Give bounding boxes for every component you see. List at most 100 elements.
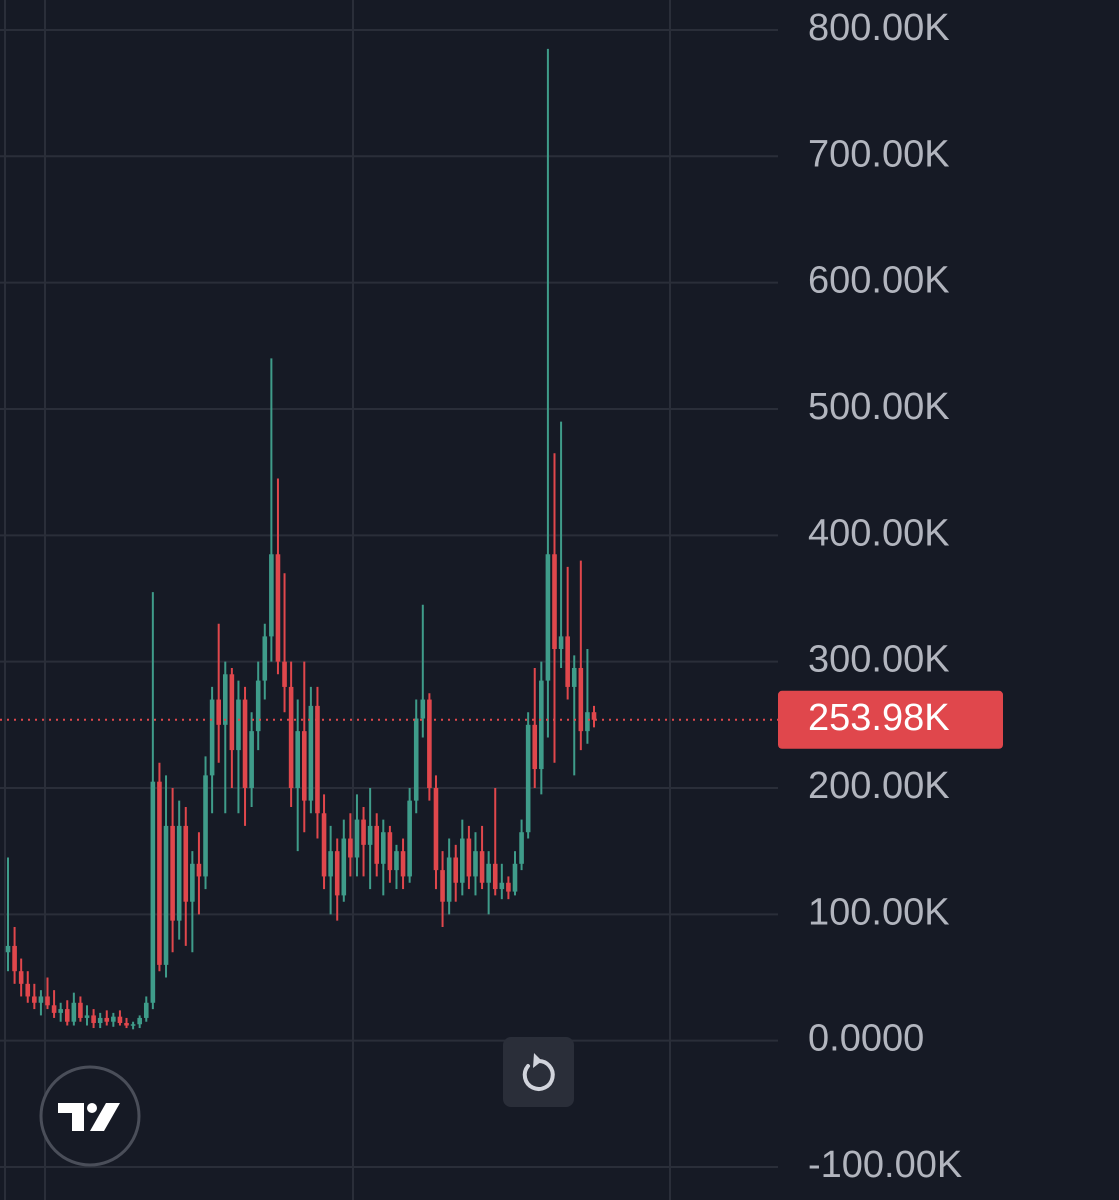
candle-body — [545, 554, 551, 681]
candle-body — [334, 851, 340, 896]
candle-body — [124, 1022, 129, 1026]
candle-body — [519, 832, 524, 864]
candle-body — [5, 945, 11, 953]
candle-body — [38, 996, 44, 1003]
candle-body — [222, 674, 228, 725]
candle-body — [381, 832, 386, 864]
candle-body — [512, 863, 518, 892]
y-tick-label: 500.00K — [808, 386, 950, 428]
candle-body — [157, 781, 162, 965]
candle-body — [78, 1002, 83, 1018]
candle-body — [196, 863, 202, 877]
candle-body — [578, 667, 584, 732]
candle-body — [25, 983, 31, 997]
candle-body — [255, 680, 261, 732]
candle-body — [479, 851, 485, 883]
candle-body — [111, 1016, 116, 1022]
candle-body — [407, 800, 412, 877]
candle-body — [400, 851, 406, 877]
candle-body — [473, 851, 478, 877]
y-tick-label: -100.00K — [808, 1144, 962, 1186]
time-grid — [4, 0, 671, 1200]
candle-body — [525, 724, 531, 833]
candle-body — [242, 699, 248, 788]
candle-body — [591, 712, 597, 720]
candle-body — [64, 1009, 70, 1022]
candle-body — [440, 870, 445, 902]
reset-arrow — [533, 1053, 542, 1068]
candle-body — [45, 996, 50, 1006]
y-tick-label: 0.0000 — [808, 1018, 924, 1060]
candle-body — [18, 971, 24, 984]
candle-body — [499, 882, 505, 890]
candle-body — [229, 674, 235, 751]
candle-body — [558, 636, 564, 650]
candle-body — [552, 554, 557, 650]
candle-body — [275, 554, 281, 662]
candle-body — [150, 781, 156, 1003]
candle-body — [367, 825, 373, 845]
candle-body — [209, 699, 215, 776]
candle-body — [203, 775, 208, 877]
candle-body — [354, 819, 360, 858]
y-tick-label: 400.00K — [808, 512, 950, 554]
reset-button[interactable] — [503, 1037, 574, 1107]
y-tick-label: 100.00K — [808, 891, 950, 933]
candle-body — [288, 686, 294, 788]
candle-body — [170, 825, 175, 921]
last-price-label: 253.98K — [808, 697, 950, 739]
candle-body — [539, 680, 544, 770]
y-tick-label: 800.00K — [808, 7, 950, 49]
candle-body — [301, 731, 307, 801]
candle-body — [571, 667, 577, 687]
y-tick-label: 200.00K — [808, 765, 950, 807]
y-tick-label: 300.00K — [808, 639, 950, 681]
candle-body — [262, 636, 268, 681]
candle-body — [374, 825, 380, 864]
candle-body — [282, 661, 287, 687]
candle-body — [446, 857, 452, 902]
candle-body — [143, 1002, 149, 1018]
candle-body — [71, 1002, 77, 1022]
candle-body — [308, 705, 314, 801]
candle-body — [32, 996, 37, 1003]
candle-body — [328, 851, 333, 877]
candle-body — [321, 813, 327, 877]
candle-body — [91, 1015, 96, 1023]
candle-body — [137, 1017, 142, 1025]
candle-body — [84, 1015, 90, 1018]
candle-body — [486, 863, 491, 883]
candle-body — [97, 1017, 103, 1023]
candle-body — [58, 1009, 63, 1013]
logo-mark — [58, 1103, 120, 1131]
candle-body — [163, 825, 169, 965]
candle-body — [433, 787, 439, 871]
candle-body — [117, 1016, 123, 1023]
candle-body — [427, 699, 432, 788]
candle-body — [506, 882, 511, 892]
candle-body — [492, 863, 498, 890]
candle-body — [249, 731, 254, 788]
candle-body — [532, 724, 538, 770]
candle-body — [51, 1005, 57, 1013]
candle-body — [387, 832, 393, 871]
candle-body — [466, 838, 472, 877]
candle-body — [269, 554, 274, 637]
candle-body — [12, 945, 17, 972]
tradingview-logo[interactable] — [39, 1065, 141, 1167]
candle-body — [315, 705, 320, 814]
y-tick-label: 700.00K — [808, 133, 950, 175]
candle-body — [420, 699, 426, 719]
candle-body — [341, 838, 347, 896]
candle-body — [183, 825, 189, 902]
candle-body — [190, 863, 195, 902]
y-tick-label: 600.00K — [808, 260, 950, 302]
candle-body — [565, 636, 570, 687]
logo-dot — [87, 1103, 97, 1113]
candle-body — [104, 1017, 110, 1022]
reset-icon — [522, 1058, 555, 1091]
candle-body — [216, 699, 221, 725]
